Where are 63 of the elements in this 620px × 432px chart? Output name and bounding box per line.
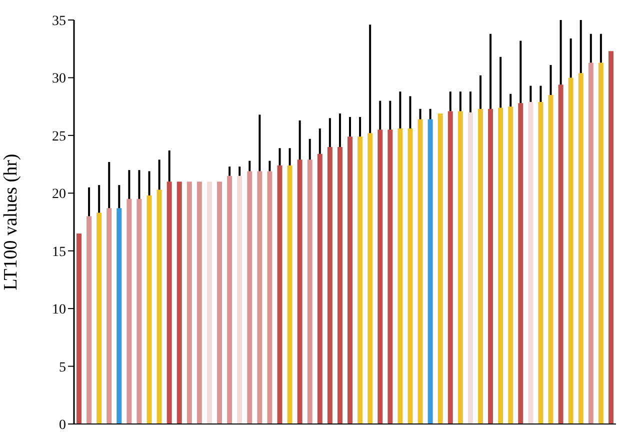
bar [146, 195, 152, 424]
bar [156, 190, 162, 424]
y-tick-label: 25 [52, 129, 66, 144]
bar [126, 198, 132, 424]
bar [518, 103, 524, 424]
bar [358, 136, 363, 424]
y-tick-label: 15 [52, 244, 66, 260]
bar [398, 128, 403, 424]
bar [277, 165, 282, 424]
bar [96, 212, 102, 424]
bar [166, 182, 172, 424]
bar [488, 108, 494, 424]
bar [548, 95, 554, 424]
bar [598, 62, 604, 424]
bar [186, 182, 192, 424]
y-tick-label: 20 [52, 187, 66, 202]
bar [418, 119, 423, 424]
bar [106, 208, 112, 424]
bar [528, 102, 534, 424]
bar [458, 111, 463, 424]
bar [267, 171, 272, 424]
bar [136, 198, 142, 424]
bar [608, 51, 614, 424]
bar [538, 102, 544, 424]
bar [217, 182, 222, 424]
bar [196, 182, 202, 424]
bar [86, 216, 92, 424]
bar [388, 130, 393, 424]
bar [348, 136, 353, 424]
y-tick-label: 35 [52, 14, 66, 29]
bar [317, 154, 322, 424]
y-tick-label: 0 [59, 418, 66, 432]
bar [478, 108, 483, 424]
bar [558, 84, 564, 424]
bar [448, 111, 453, 424]
bar [76, 234, 82, 424]
bar [408, 128, 413, 424]
bar [368, 133, 373, 424]
bar [568, 78, 574, 424]
bar [337, 146, 342, 424]
bar [307, 160, 312, 424]
bar [206, 182, 212, 424]
bar [176, 182, 182, 424]
bar [428, 119, 433, 424]
bar [438, 113, 443, 424]
y-axis-title: LT100 values (hr) [0, 154, 22, 290]
bar [257, 171, 262, 424]
y-tick-label: 10 [52, 302, 66, 318]
bar [287, 165, 292, 424]
bar [116, 208, 122, 424]
bar [327, 146, 332, 424]
bar [378, 130, 383, 424]
bar [588, 62, 594, 424]
bar [297, 160, 302, 424]
y-tick-label: 5 [59, 360, 66, 376]
bar [498, 108, 504, 424]
bar [508, 106, 514, 424]
bar [578, 73, 584, 424]
bar [468, 112, 473, 424]
bar [237, 176, 242, 424]
bar [247, 171, 252, 424]
y-tick-label: 30 [52, 72, 66, 87]
bar [227, 176, 232, 424]
